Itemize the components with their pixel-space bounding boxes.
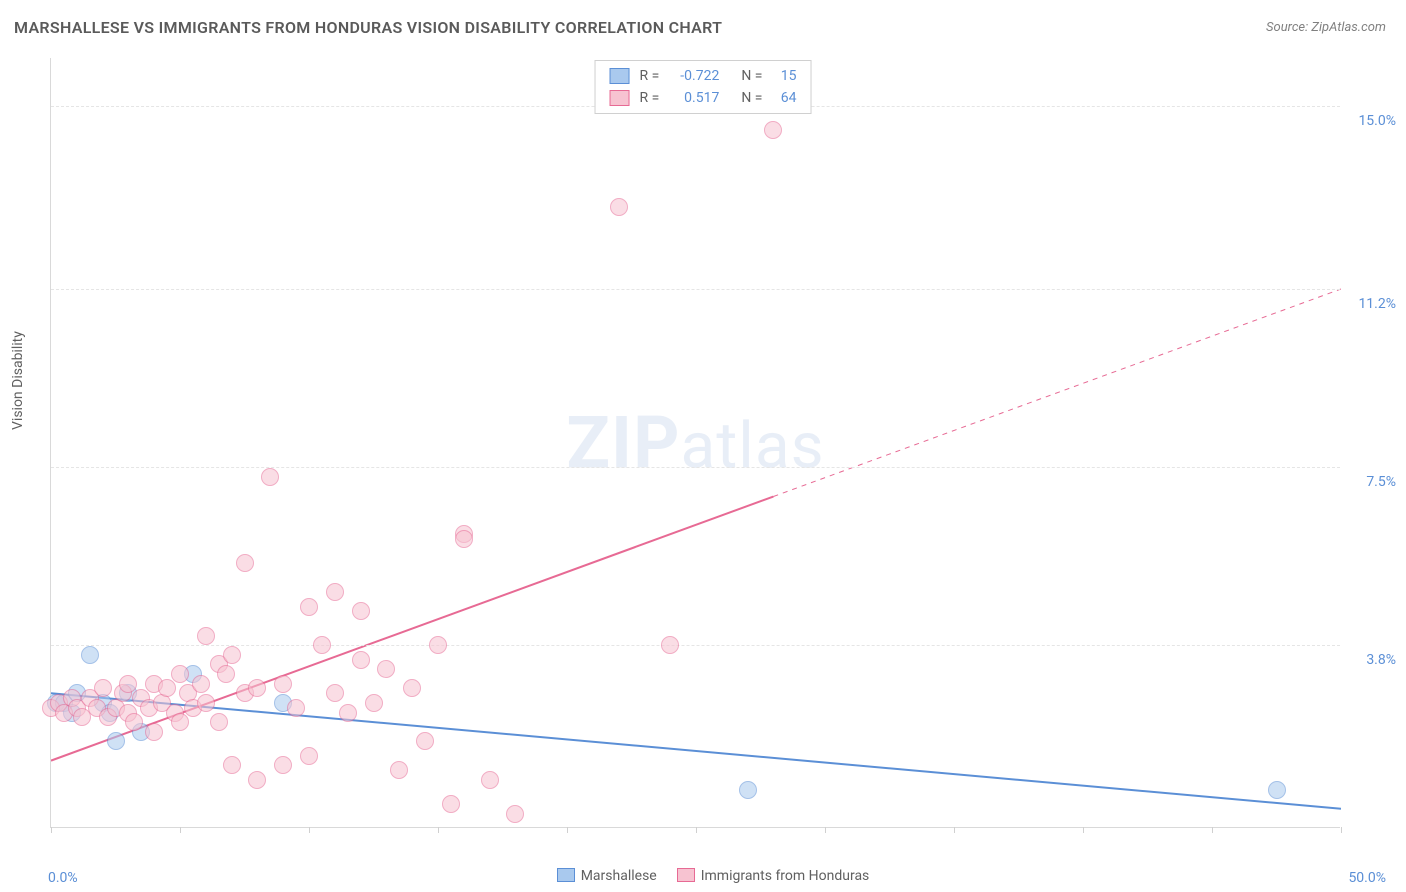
scatter-point xyxy=(94,679,112,697)
x-tick xyxy=(180,827,181,833)
x-tick xyxy=(567,827,568,833)
scatter-point xyxy=(610,198,628,216)
y-tick-label: 3.8% xyxy=(1366,652,1396,668)
scatter-point xyxy=(125,713,143,731)
r-value: -0.722 xyxy=(669,65,719,87)
chart-title: MARSHALLESE VS IMMIGRANTS FROM HONDURAS … xyxy=(14,18,722,37)
trendlines-svg xyxy=(51,58,1341,828)
gridline-h xyxy=(51,289,1340,290)
watermark-bold: ZIP xyxy=(566,400,680,485)
legend-row: R = -0.722 N = 15 xyxy=(610,65,797,87)
scatter-point xyxy=(158,679,176,697)
legend-label: Immigrants from Honduras xyxy=(701,868,870,884)
scatter-point xyxy=(455,530,473,548)
scatter-point xyxy=(171,713,189,731)
legend-swatch xyxy=(677,868,695,882)
x-tick xyxy=(696,827,697,833)
scatter-point xyxy=(197,694,215,712)
scatter-point xyxy=(300,747,318,765)
x-tick xyxy=(1341,827,1342,833)
scatter-point xyxy=(661,636,679,654)
legend-swatch xyxy=(610,68,630,84)
scatter-point xyxy=(300,598,318,616)
x-tick xyxy=(51,827,52,833)
gridline-h xyxy=(51,467,1340,468)
scatter-point xyxy=(352,651,370,669)
y-tick-label: 11.2% xyxy=(1358,296,1396,312)
scatter-point xyxy=(764,121,782,139)
scatter-point xyxy=(171,665,189,683)
y-tick-label: 15.0% xyxy=(1358,113,1396,129)
scatter-point xyxy=(81,646,99,664)
scatter-point xyxy=(223,756,241,774)
trendline-dashed xyxy=(773,289,1341,497)
scatter-point xyxy=(192,675,210,693)
r-value: 0.517 xyxy=(669,87,719,109)
scatter-point xyxy=(390,761,408,779)
n-label: N = xyxy=(741,65,762,87)
x-tick xyxy=(309,827,310,833)
scatter-point xyxy=(145,723,163,741)
legend-label: Marshallese xyxy=(581,868,657,884)
scatter-point xyxy=(107,732,125,750)
r-label: R = xyxy=(640,87,660,109)
scatter-point xyxy=(403,679,421,697)
r-label: R = xyxy=(640,65,660,87)
scatter-point xyxy=(416,732,434,750)
scatter-point xyxy=(481,771,499,789)
n-value: 15 xyxy=(772,65,796,87)
scatter-point xyxy=(365,694,383,712)
scatter-point xyxy=(377,660,395,678)
scatter-point xyxy=(442,795,460,813)
source-attribution: Source: ZipAtlas.com xyxy=(1266,20,1386,35)
scatter-point xyxy=(248,771,266,789)
gridline-h xyxy=(51,645,1340,646)
watermark-light: atlas xyxy=(681,408,825,483)
y-tick-label: 7.5% xyxy=(1366,474,1396,490)
x-tick xyxy=(438,827,439,833)
scatter-point xyxy=(326,684,344,702)
scatter-point xyxy=(274,756,292,774)
legend-swatch xyxy=(610,90,630,106)
legend-row: R = 0.517 N = 64 xyxy=(610,87,797,109)
scatter-point xyxy=(429,636,447,654)
scatter-point xyxy=(326,583,344,601)
y-axis-label: Vision Disability xyxy=(10,331,26,430)
n-label: N = xyxy=(741,87,762,109)
scatter-point xyxy=(210,713,228,731)
scatter-point xyxy=(217,665,235,683)
scatter-point xyxy=(506,805,524,823)
scatter-point xyxy=(352,602,370,620)
scatter-point xyxy=(313,636,331,654)
scatter-point xyxy=(261,468,279,486)
n-value: 64 xyxy=(772,87,796,109)
legend-swatch xyxy=(557,868,575,882)
plot-region: ZIPatlas xyxy=(50,58,1340,828)
scatter-point xyxy=(119,675,137,693)
chart-area: ZIPatlas xyxy=(50,58,1340,828)
watermark: ZIPatlas xyxy=(566,400,824,485)
scatter-point xyxy=(739,781,757,799)
scatter-point xyxy=(236,554,254,572)
trendline-solid xyxy=(51,693,1341,809)
x-tick xyxy=(1212,827,1213,833)
x-tick xyxy=(825,827,826,833)
scatter-point xyxy=(287,699,305,717)
scatter-point xyxy=(223,646,241,664)
scatter-point xyxy=(197,627,215,645)
series-legend: Marshallese Immigrants from Honduras xyxy=(0,868,1406,884)
x-tick xyxy=(954,827,955,833)
trendline-solid xyxy=(51,497,773,761)
x-tick xyxy=(1083,827,1084,833)
scatter-point xyxy=(339,704,357,722)
correlation-legend: R = -0.722 N = 15 R = 0.517 N = 64 xyxy=(595,60,812,114)
scatter-point xyxy=(248,679,266,697)
scatter-point xyxy=(1268,781,1286,799)
scatter-point xyxy=(274,675,292,693)
